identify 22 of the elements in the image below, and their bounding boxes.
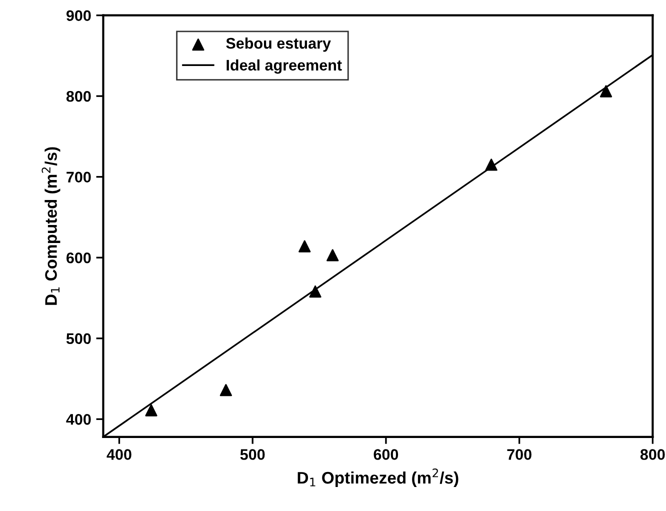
y-tick-label: 500: [66, 333, 91, 344]
y-tick-label: 600: [66, 252, 91, 264]
point: [309, 285, 322, 298]
y-tick-label: 400: [66, 414, 91, 425]
point: [145, 404, 158, 416]
x-tick-label: 500: [240, 449, 265, 460]
x-tick-label: 700: [507, 449, 532, 460]
y-tick-label: 800: [66, 90, 91, 102]
x-axis-title: D$_{1}$ Optimezed (m$^{2}$/s): [298, 468, 458, 488]
point: [326, 249, 339, 262]
point: [298, 240, 311, 252]
y-tick-label: 900: [66, 10, 91, 22]
x-tick-label: 600: [374, 449, 398, 460]
point: [220, 384, 232, 396]
y-axis-title: D$_{1}$ Computed (m$^{2}$/s): [42, 147, 60, 305]
legend-label: Sebou estuary: [226, 38, 331, 52]
point: [600, 85, 612, 98]
y-tick-label: 700: [66, 172, 91, 183]
point: [485, 158, 498, 171]
legend-label: Ideal agreement: [226, 59, 342, 74]
x-tick-label: 400: [106, 449, 132, 460]
x-tick-label: 800: [640, 449, 665, 460]
